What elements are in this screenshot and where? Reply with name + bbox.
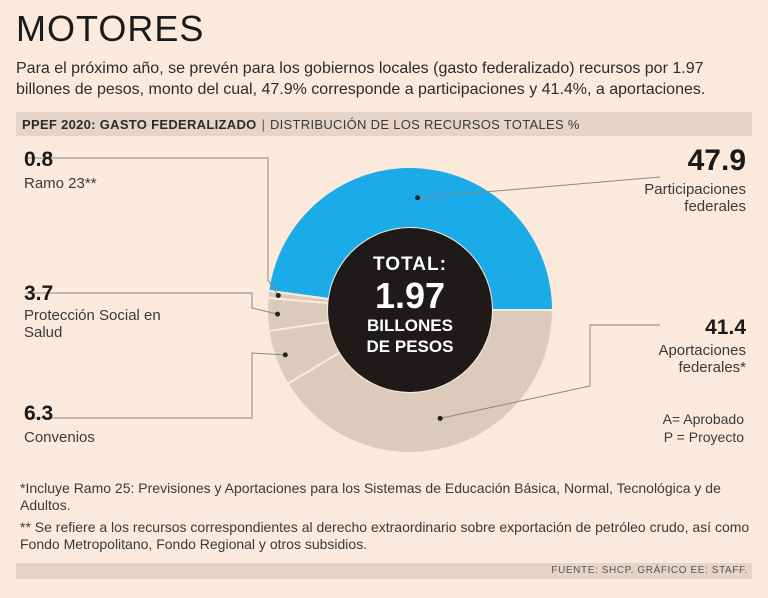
page-title: MOTORES xyxy=(16,8,205,49)
source-text: FUENTE: SHCP. GRÁFICO EE: STAFF. xyxy=(551,565,748,576)
leader-dot-aportaciones xyxy=(437,415,443,421)
leader-dot-convenios xyxy=(282,352,288,358)
legend-note-proyecto: P = Proyecto xyxy=(663,429,744,445)
leader-dot-proteccion xyxy=(275,311,281,317)
leader-line-proteccion xyxy=(26,292,278,315)
slice-value-participaciones: 47.9 xyxy=(687,144,746,177)
leader-lines xyxy=(26,157,661,419)
intro-text: Para el próximo año, se prevén para los … xyxy=(16,60,706,98)
leader-dot-ramo23 xyxy=(275,292,281,298)
leader-line-ramo23 xyxy=(26,157,279,296)
slice-label-ramo23: Ramo 23** xyxy=(24,175,97,192)
slice-value-ramo23: 0.8 xyxy=(24,148,54,171)
chart-subheader: PPEF 2020: GASTO FEDERALIZADO | DISTRIBU… xyxy=(16,112,752,136)
donut-slices xyxy=(266,165,555,454)
slice-label-convenios: Convenios xyxy=(24,429,95,446)
subheader-light: DISTRIBUCIÓN DE LOS RECURSOS TOTALES % xyxy=(269,116,580,132)
legend-note-aprobado: A= Aprobado xyxy=(662,411,744,427)
center-circle xyxy=(328,228,492,392)
leader-dot-participaciones xyxy=(415,195,421,201)
leader-line-convenios xyxy=(26,352,286,419)
slice-label-proteccion: Protección Social en Salud xyxy=(24,307,161,341)
slice-value-aportaciones: 41.4 xyxy=(705,316,746,339)
center-total-label: TOTAL: xyxy=(373,254,447,275)
leader-dots xyxy=(275,195,443,421)
subheader-separator: | xyxy=(261,116,265,132)
center-unit-line2: DE PESOS xyxy=(366,337,454,356)
slice-label-aportaciones: Aportaciones federales* xyxy=(658,342,746,376)
leader-line-participaciones xyxy=(417,176,661,199)
leader-line-aportaciones xyxy=(440,324,660,419)
footnote-2: ** Se refiere a los recursos correspondi… xyxy=(20,519,750,552)
center-unit-line1: BILLONES xyxy=(367,316,453,335)
slice-value-convenios: 6.3 xyxy=(24,402,54,425)
center-total-value: 1.97 xyxy=(374,275,446,316)
legend-note: A= Aprobado P = Proyecto xyxy=(663,410,744,446)
slice-value-proteccion: 3.7 xyxy=(24,282,54,305)
source-bar xyxy=(16,563,752,579)
subheader-bold: PPEF 2020: GASTO FEDERALIZADO xyxy=(22,116,257,132)
footnote-1: *Incluye Ramo 25: Previsiones y Aportaci… xyxy=(20,480,721,513)
slice-label-participaciones: Participaciones federales xyxy=(644,181,746,215)
